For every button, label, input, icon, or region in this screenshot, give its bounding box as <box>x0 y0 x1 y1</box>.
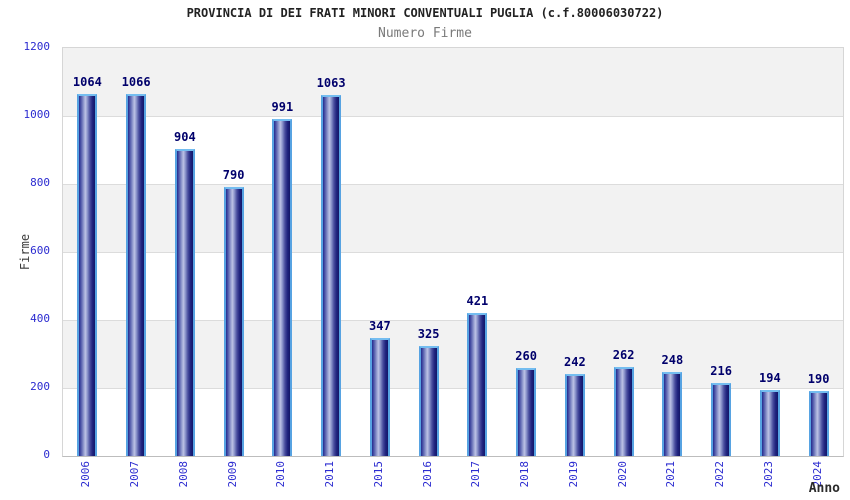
x-tick-text: 2010 <box>274 461 288 488</box>
gridline-1000 <box>63 116 843 117</box>
x-tick-label-2022: 2022 <box>712 461 728 499</box>
bar-2021 <box>662 371 683 456</box>
x-tick-text: 2019 <box>566 461 580 488</box>
gridline-200 <box>63 388 843 389</box>
bar-2024 <box>808 391 829 456</box>
bar-2015 <box>369 338 390 456</box>
x-tick-text: 2007 <box>128 461 142 488</box>
bar-value-label-2019: 242 <box>564 354 586 369</box>
x-tick-text: 2006 <box>79 461 93 488</box>
y-tick-label-1000: 1000 <box>23 108 51 121</box>
bar-value-label-2011: 1063 <box>316 75 346 90</box>
x-tick-text: 2020 <box>615 461 629 488</box>
bar-value-label-2015: 347 <box>369 319 391 334</box>
bar-2020 <box>613 366 634 456</box>
bar-value-label-2020: 262 <box>612 347 635 362</box>
x-tick-label-2015: 2015 <box>371 461 387 499</box>
bar-value-label-2017: 421 <box>466 293 489 308</box>
gridline-600 <box>63 252 843 253</box>
x-tick-text: 2018 <box>518 461 532 488</box>
x-tick-text: 2011 <box>323 461 337 488</box>
y-tick-label-400: 400 <box>30 312 50 325</box>
bar-value-label-2007: 1066 <box>121 74 151 89</box>
bar-2011 <box>321 94 342 456</box>
bar-2019 <box>564 373 585 456</box>
y-tick-label-200: 200 <box>30 380 50 393</box>
bar-value-label-2006: 1064 <box>72 75 102 90</box>
bar-2022 <box>711 382 732 456</box>
y-tick-label-1200: 1200 <box>23 40 51 53</box>
gridline-800 <box>63 184 843 185</box>
x-tick-text: 2009 <box>225 461 239 488</box>
chart-subtitle: Numero Firme <box>378 26 472 41</box>
x-tick-text: 2021 <box>664 461 678 488</box>
bar-value-label-2024: 190 <box>807 372 830 387</box>
bar-value-label-2022: 216 <box>710 363 732 378</box>
bar-2010 <box>272 119 293 456</box>
x-tick-label-2006: 2006 <box>78 461 94 499</box>
bar-value-label-2023: 194 <box>759 371 781 386</box>
x-tick-text: 2016 <box>420 461 434 488</box>
x-axis-title: Anno <box>808 481 840 496</box>
x-tick-text: 2017 <box>469 461 483 488</box>
x-tick-label-2008: 2008 <box>176 461 192 499</box>
y-tick-label-0: 0 <box>43 448 50 461</box>
x-tick-text: 2015 <box>371 461 385 488</box>
bar-2016 <box>418 345 439 456</box>
bar-2008 <box>174 148 195 456</box>
bar-value-label-2016: 325 <box>417 326 440 341</box>
bar-2017 <box>467 312 488 456</box>
x-tick-label-2009: 2009 <box>225 461 241 499</box>
plot-area: 1064 1066 904 790 991 1063 347 325 421 260 242 262 2… <box>62 47 844 457</box>
bar-value-label-2008: 904 <box>174 129 196 144</box>
x-tick-label-2016: 2016 <box>420 461 436 499</box>
x-tick-text: 2022 <box>713 461 727 488</box>
chart-title: PROVINCIA DI DEI FRATI MINORI CONVENTUAL… <box>186 6 664 20</box>
x-tick-text: 2023 <box>761 461 775 488</box>
x-tick-label-2018: 2018 <box>517 461 533 499</box>
bar-2023 <box>759 390 780 456</box>
bar-value-label-2021: 248 <box>661 352 684 367</box>
bar-2006 <box>77 94 98 456</box>
y-tick-label-800: 800 <box>30 176 50 189</box>
bar-2018 <box>516 367 537 456</box>
x-tick-label-2020: 2020 <box>615 461 631 499</box>
gridline-400 <box>63 320 843 321</box>
bar-2009 <box>223 187 244 456</box>
x-tick-label-2007: 2007 <box>127 461 143 499</box>
x-tick-label-2010: 2010 <box>273 461 289 499</box>
x-tick-text: 2008 <box>176 461 190 488</box>
bar-2007 <box>126 93 147 456</box>
bar-value-label-2009: 790 <box>222 168 245 183</box>
y-tick-label-600: 600 <box>30 244 50 257</box>
bar-value-label-2010: 991 <box>271 100 294 115</box>
plot-band <box>63 48 843 116</box>
bar-value-label-2018: 260 <box>515 348 537 363</box>
x-tick-label-2019: 2019 <box>566 461 582 499</box>
x-tick-label-2017: 2017 <box>468 461 484 499</box>
x-tick-label-2011: 2011 <box>322 461 338 499</box>
x-tick-label-2023: 2023 <box>761 461 777 499</box>
x-tick-label-2021: 2021 <box>663 461 679 499</box>
